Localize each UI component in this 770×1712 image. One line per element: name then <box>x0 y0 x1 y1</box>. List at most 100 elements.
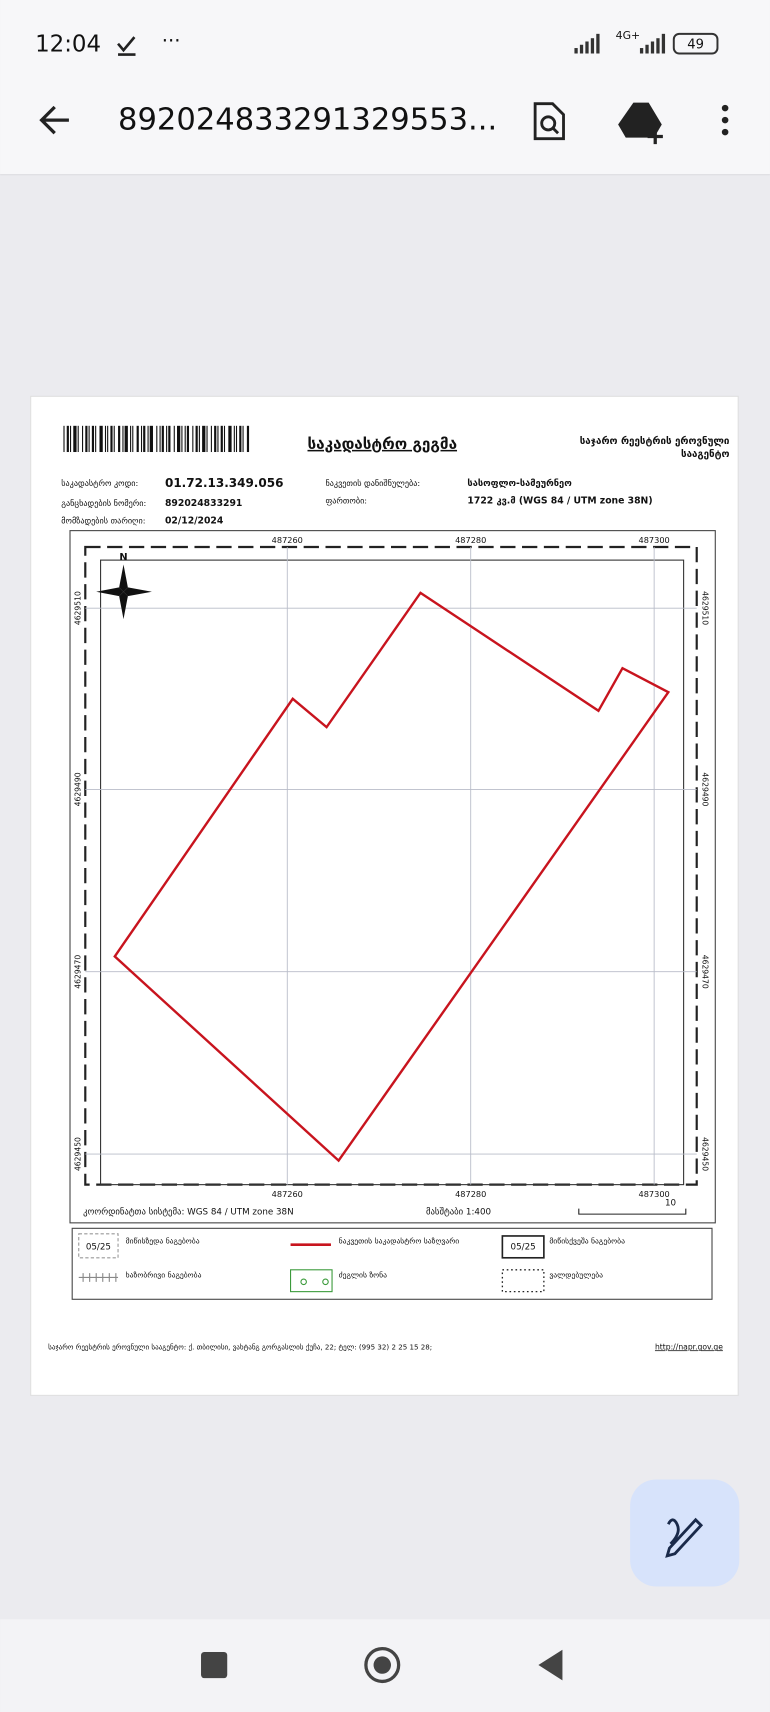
field-value: 892024833291 <box>165 498 242 509</box>
field-value: სასოფლო-სამეურნეო <box>467 478 572 489</box>
y-coordinate: 4629470 <box>700 955 709 989</box>
legend-label: ნაკვეთის საკადასტრო საზღვარი <box>339 1236 460 1245</box>
legend-label: ხაზობრივი ნაგებობა <box>126 1270 202 1279</box>
legend-label: მიწისზედა ნაგებობა <box>126 1236 200 1245</box>
field-label: განცხადების ნომერი: <box>61 498 146 508</box>
x-coordinate: 487260 <box>272 1189 303 1199</box>
barcode-bar <box>63 425 65 453</box>
home-button[interactable] <box>364 1647 401 1684</box>
barcode-bar <box>159 425 161 453</box>
north-arrow <box>96 564 152 620</box>
barcode-bar <box>147 425 149 453</box>
barcode-bar <box>214 425 217 453</box>
field-value: 02/12/2024 <box>165 515 224 526</box>
legend-label: ძეგლის ზონა <box>339 1270 388 1279</box>
barcode-bar <box>161 425 164 453</box>
barcode-bar <box>156 425 158 453</box>
y-coordinate: 4629490 <box>700 772 709 806</box>
legend-sample: 05/25 <box>86 1242 111 1252</box>
map-frame <box>69 530 716 1224</box>
barcode-bar <box>217 425 219 453</box>
barcode-bar <box>166 425 168 453</box>
barcode-bar <box>82 425 84 453</box>
barcode-bar <box>136 425 139 453</box>
barcode-bar <box>143 425 146 453</box>
y-coordinate: 4629450 <box>700 1137 709 1171</box>
agency: საჯარო რეესტრის ეროვნული <box>580 435 730 447</box>
barcode-bar <box>210 425 212 453</box>
drive-add-button[interactable] <box>618 102 663 145</box>
find-in-doc-button[interactable] <box>533 102 565 141</box>
check-icon <box>117 36 136 56</box>
parcel-boundary <box>113 591 671 1163</box>
battery-outline <box>672 32 719 55</box>
scale: მასშტაბი 1:400 <box>426 1206 491 1217</box>
y-coordinate: 4629490 <box>74 772 83 806</box>
legend-label: მიწისქვეშა ნაგებობა <box>549 1236 625 1245</box>
barcode-bar <box>186 425 190 453</box>
barcode-bar <box>233 425 235 453</box>
barcode-bar <box>195 425 198 453</box>
barcode-bar <box>246 425 250 453</box>
barcode-bar <box>192 425 194 453</box>
x-coordinate: 487300 <box>639 1189 670 1199</box>
x-coordinate: 487300 <box>639 535 670 545</box>
fields: საკადასტრო კოდი: 01.72.13.349.056 განცხადე… <box>61 476 652 526</box>
barcode-bar <box>168 425 171 453</box>
barcode-bar <box>177 425 181 453</box>
agency: სააგენტო <box>681 448 729 460</box>
barcode-bar <box>95 425 97 453</box>
legend-swatch <box>78 1233 119 1259</box>
barcode-bar <box>85 425 88 453</box>
signal-icon <box>574 33 666 54</box>
barcode-bar <box>88 425 90 453</box>
legend-swatch <box>290 1269 333 1293</box>
barcode-bar <box>91 425 95 453</box>
pen-icon <box>665 1517 704 1558</box>
field-value: 1722 კვ.მ (WGS 84 / UTM zone 38N) <box>467 496 652 507</box>
barcode-bar <box>124 425 128 453</box>
barcode-bar <box>220 425 223 453</box>
recents-button[interactable] <box>201 1651 228 1679</box>
barcode-bar <box>113 425 115 453</box>
back-nav-button[interactable] <box>538 1649 563 1681</box>
barcode-bar <box>206 425 208 453</box>
footer-link[interactable]: http://napr.gov.ge <box>655 1342 723 1351</box>
barcode-bar <box>73 425 77 453</box>
barcode-bar <box>202 425 206 453</box>
legend-box <box>71 1227 713 1300</box>
field-label: საკადასტრო კოდი: <box>61 478 138 488</box>
legend-label: ვალდებულება <box>549 1270 603 1279</box>
barcode-bar <box>140 425 143 453</box>
barcode-bar <box>118 425 121 453</box>
time: 12:04 <box>35 31 101 57</box>
barcode-bar <box>239 425 242 453</box>
overflow-menu[interactable] <box>721 104 729 136</box>
barcode-bar <box>132 425 134 453</box>
y-coordinate: 4629470 <box>74 955 83 989</box>
barcode-bar <box>70 425 72 453</box>
grid: 487260 487260 487280 487280 487300 487300 4629… <box>74 535 710 1199</box>
field-label: მომზადების თარიღი: <box>61 515 145 525</box>
more-dots: ··· <box>162 29 181 52</box>
field-label: ნაკვეთის დანიშნულება: <box>325 478 420 488</box>
barcode-bar <box>235 425 238 453</box>
barcode-bar <box>223 425 226 453</box>
barcode-bar <box>122 425 124 453</box>
file-title: 892024833291329553... <box>118 103 497 138</box>
back-button[interactable] <box>39 105 69 135</box>
legend-swatch <box>501 1235 545 1259</box>
field-value: 01.72.13.349.056 <box>165 476 283 490</box>
barcode-bar <box>110 425 113 453</box>
y-coordinate: 4629450 <box>74 1137 83 1171</box>
x-coordinate: 487260 <box>272 535 303 545</box>
north-label: N <box>119 552 127 563</box>
barcode-bar <box>77 425 79 453</box>
x-coordinate: 487280 <box>455 535 486 545</box>
barcode-bar <box>228 425 232 453</box>
app-bar <box>0 0 770 175</box>
barcode-bar <box>242 425 244 453</box>
x-coordinate: 487280 <box>455 1189 486 1199</box>
